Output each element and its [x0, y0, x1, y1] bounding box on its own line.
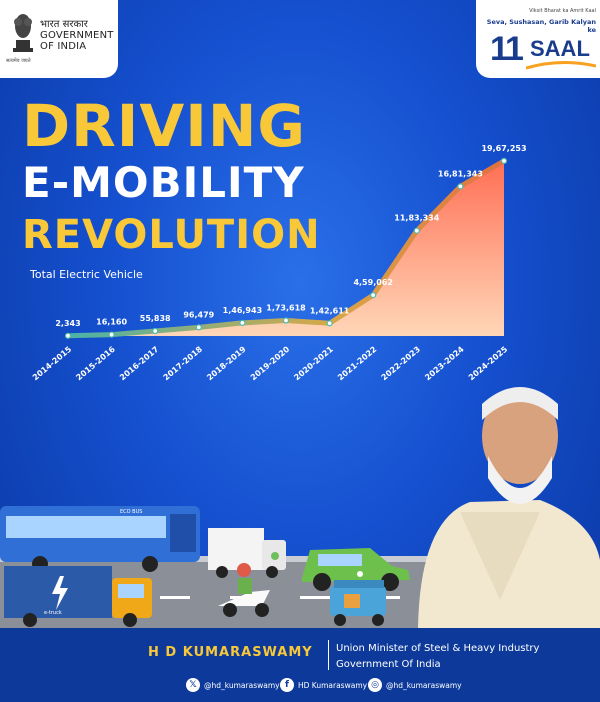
footer-bar [0, 628, 600, 702]
headline-line-1: DRIVING [22, 92, 307, 160]
chart-data-label: 1,73,618 [266, 304, 306, 313]
headline-line-3: REVOLUTION [22, 212, 321, 258]
social-facebook-handle: HD Kumaraswamy [298, 680, 368, 690]
social-instagram-handle: @hd_kumaraswamy [386, 680, 462, 690]
emblem-caption: सत्यमेव जयते [6, 58, 31, 64]
logo-line-1: GOVERNMENT [40, 30, 114, 41]
chart-point [500, 157, 508, 164]
government-logo-text: भारत सरकार GOVERNMENT OF INDIA [40, 16, 116, 52]
chart-data-label: 96,479 [183, 310, 214, 319]
chart-data-label: 1,42,611 [310, 306, 350, 315]
lightning-icon [52, 576, 68, 610]
electric-truck: e-truck [4, 566, 152, 627]
government-logo-card: सत्यमेव जयते भारत सरकार GOVERNMENT OF IN… [0, 0, 118, 78]
minister-role-line-2: Government Of India [336, 659, 441, 670]
chart-subtitle: Total Electric Vehicle [30, 268, 143, 281]
social-x[interactable]: 𝕏 @hd_kumaraswamy [186, 678, 280, 692]
social-facebook[interactable]: f HD Kumaraswamy [280, 678, 367, 692]
headline-line-2: E-MOBILITY [22, 158, 305, 207]
chart-point [457, 183, 464, 190]
chart-point [326, 320, 333, 327]
chart-point [195, 324, 202, 331]
chart-data-label: 55,838 [140, 314, 171, 323]
facebook-icon: f [280, 678, 294, 692]
national-emblem-icon [13, 14, 33, 52]
saal-number: 11 [490, 30, 524, 68]
chart-data-label: 16,81,343 [438, 169, 483, 178]
chart-data-label: 19,67,253 [481, 144, 526, 153]
logo-hindi-text: भारत सरकार [40, 19, 88, 30]
electric-van [208, 528, 286, 578]
electric-scooter [218, 563, 270, 617]
eleven-saal-logo-card: Viksit Bharat ka Amrit Kaal Seva, Sushas… [476, 0, 600, 78]
chart-data-label: 2,343 [55, 319, 80, 328]
chart-point [370, 292, 377, 299]
truck-label: e-truck [44, 610, 62, 616]
ev-growth-chart: 2,343 16,160 55,838 96,479 1,46,943 1,73,618 1… [31, 144, 527, 382]
saal-word: SAAL [530, 36, 590, 61]
footer-divider [328, 640, 329, 670]
chart-point [108, 331, 115, 338]
minister-portrait [418, 387, 600, 628]
chart-point [239, 319, 246, 326]
saal-tagline: Seva, Sushasan, Garib Kalyan ke [486, 18, 596, 34]
logo-line-2: OF INDIA [40, 41, 87, 52]
electric-car [302, 548, 410, 591]
minister-role-line-1: Union Minister of Steel & Heavy Industry [336, 643, 540, 654]
saal-top-text: Viksit Bharat ka Amrit Kaal [529, 8, 596, 14]
chart-data-label: 16,160 [96, 318, 127, 327]
chart-data-label: 1,46,943 [223, 306, 262, 315]
chart-point [413, 227, 420, 234]
chart-area [68, 160, 504, 336]
chart-point [152, 327, 159, 335]
instagram-icon: ◎ [368, 678, 382, 692]
chart-data-label: 11,83,334 [394, 214, 439, 223]
chart-point [282, 317, 290, 324]
x-icon: 𝕏 [186, 678, 200, 692]
bus-label: ECO BUS [120, 509, 142, 515]
saal-swoosh-icon [526, 60, 596, 70]
chart-point [64, 332, 72, 339]
minister-name: H D KUMARASWAMY [148, 645, 313, 660]
chart-data-label: 4,59,062 [353, 278, 392, 287]
social-x-handle: @hd_kumaraswamy [204, 680, 280, 690]
social-instagram[interactable]: ◎ @hd_kumaraswamy [368, 678, 462, 692]
electric-auto-rickshaw [330, 580, 386, 626]
